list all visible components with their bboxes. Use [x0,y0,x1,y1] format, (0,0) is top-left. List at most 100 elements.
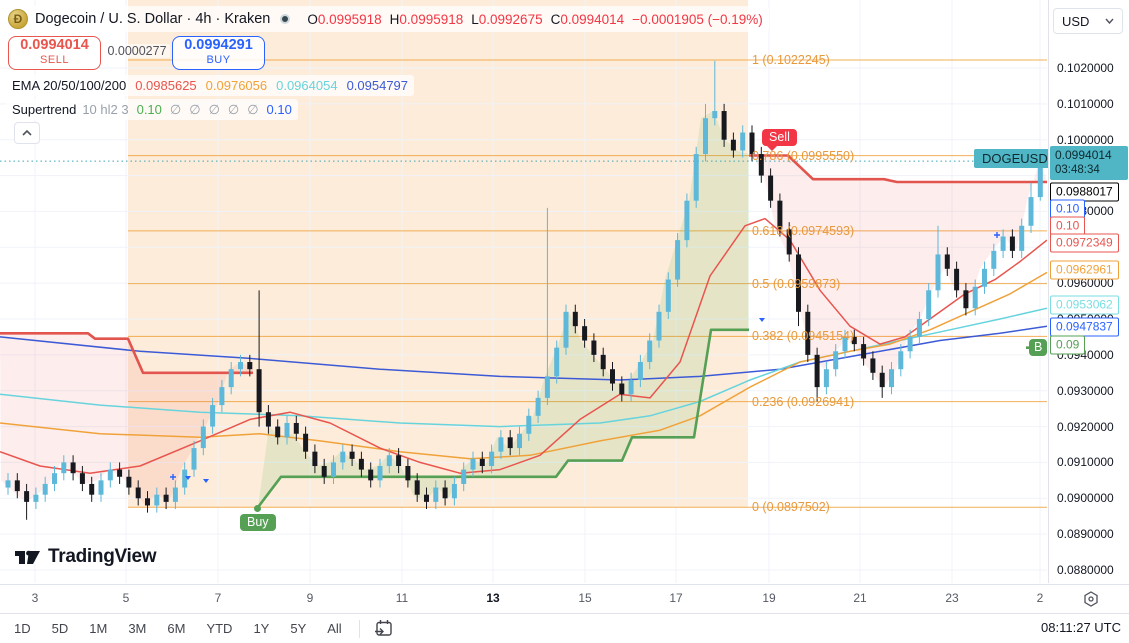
supertrend-title: Supertrend [12,102,77,117]
candle-body [619,383,625,395]
candle-body [163,494,169,502]
fib-level-label: 0.382 (0.0945154) [752,329,855,344]
price-tick-label: 0.0930000 [1057,383,1114,398]
candle-body [70,462,76,474]
price-axis-tag: 0.0953062 [1050,295,1119,315]
price-tick-label: 0.0900000 [1057,491,1114,506]
utc-clock: 08:11:27 UTC [1041,620,1121,635]
candle-body [796,254,801,312]
arrow-down-marker [185,476,191,480]
symbol-legend-row: Ð Dogecoin / U. S. Dollar · 4h · Kraken … [6,6,769,32]
supertrend-value: ∅ [227,101,240,117]
chart-pane[interactable]: 1 (0.1022245) 0.786 (0.0995550) 0.618 (0.0… [0,0,1056,583]
candle-body [256,369,262,413]
candle-body [5,480,11,488]
candle-body [982,268,987,287]
supertrend-sell-badge: Sell [762,129,797,151]
candle-body [572,311,578,327]
candle-body [424,494,429,502]
candle-body [647,340,653,363]
chevron-down-icon [1105,18,1114,24]
candle-body [238,362,243,370]
time-axis[interactable]: 3 5 7 9 11 13 15 17 19 21 23 2 [0,584,1129,612]
candle-body [777,200,783,230]
candle-body [414,480,420,495]
price-tick-label: 0.0890000 [1057,527,1114,542]
currency-selector[interactable]: USD [1053,8,1123,34]
data-status-dot-icon[interactable] [280,14,291,24]
candle-body [507,437,513,449]
time-tick-label: 19 [762,591,776,605]
ema100-line [0,307,1047,428]
sell-button[interactable]: 0.0994014 SELL [8,36,101,70]
candle-body [442,487,448,499]
toolbar-divider [358,619,360,638]
price-axis-tag: 0.0962961 [1050,260,1119,280]
range-button-6m[interactable]: 6M [167,621,186,636]
range-button-5d[interactable]: 5D [51,621,69,636]
candle-body [479,458,485,467]
candle-body [517,433,522,449]
candle-body [42,483,48,495]
buy-button[interactable]: 0.0994291 BUY [172,36,265,70]
time-tick-label: 13 [486,591,500,605]
calendar-go-to-date-icon[interactable] [374,619,394,638]
ohlc-letter: O [307,11,318,27]
fib-level-label: 0.618 (0.0974593) [752,223,855,238]
time-tick-label: 21 [853,591,867,605]
candle-body [117,469,123,477]
candle-body [833,351,839,370]
price-tick-label: 0.1020000 [1057,61,1114,75]
tradingview-logo[interactable]: TradingView [14,546,157,568]
candle-body [24,491,30,502]
candlestick-chart[interactable] [0,0,1047,583]
candle-body [219,387,225,406]
candle-body [349,451,355,459]
symbol-title: Dogecoin / U. S. Dollar · 4h · Kraken [35,11,271,27]
time-tick-label: 9 [306,591,314,605]
supertrend-value: 0.10 [136,102,162,117]
candle-body [33,494,39,502]
price-axis[interactable]: 0.10200000.10100000.10000000.09900000.09… [1048,0,1129,583]
candle-body [870,358,876,373]
range-button-all[interactable]: All [327,621,342,636]
candle-body [749,132,755,155]
supertrend-fill [258,111,749,508]
range-button-1d[interactable]: 1D [14,621,31,636]
candle-body [498,437,504,452]
candle-body [1028,197,1034,226]
ohlc-value: 0.0994014 [560,11,625,27]
tradingview-logo-icon [15,550,40,564]
gear-icon[interactable] [1082,590,1100,608]
price-tick-label: 0.1010000 [1057,96,1114,111]
candle-body [247,362,253,370]
time-tick-label: 7 [214,591,222,605]
candle-body [405,466,411,481]
currency-value: USD [1062,13,1090,29]
spread-value: 0.0000277 [104,44,170,58]
candle-body [805,311,811,355]
candle-body [461,469,467,484]
supertrend-buy-badge: Buy [240,505,276,531]
candle-body [321,466,327,477]
candle-body [823,369,829,388]
range-button-5y[interactable]: 5Y [290,621,307,636]
candle-body [275,426,281,438]
time-tick-label: 3 [31,591,39,605]
range-button-1y[interactable]: 1Y [253,621,270,636]
range-button-ytd[interactable]: YTD [206,621,233,636]
candle-body [79,473,85,484]
candle-body [489,451,495,467]
tradingview-logo-text: TradingView [48,546,157,567]
candle-body [182,469,188,488]
candle-body [368,469,374,481]
fib-level-label: 0.5 (0.0959873) [752,276,841,291]
ohlc-value: 0.0992675 [478,11,543,27]
candle-body [535,397,541,416]
range-button-3m[interactable]: 3M [128,621,147,636]
fib-level-label: 0.236 (0.0926941) [752,394,855,409]
candle-body [675,240,681,280]
collapse-legend-button[interactable] [14,122,40,144]
range-button-1m[interactable]: 1M [89,621,108,636]
candle-body [703,118,708,155]
